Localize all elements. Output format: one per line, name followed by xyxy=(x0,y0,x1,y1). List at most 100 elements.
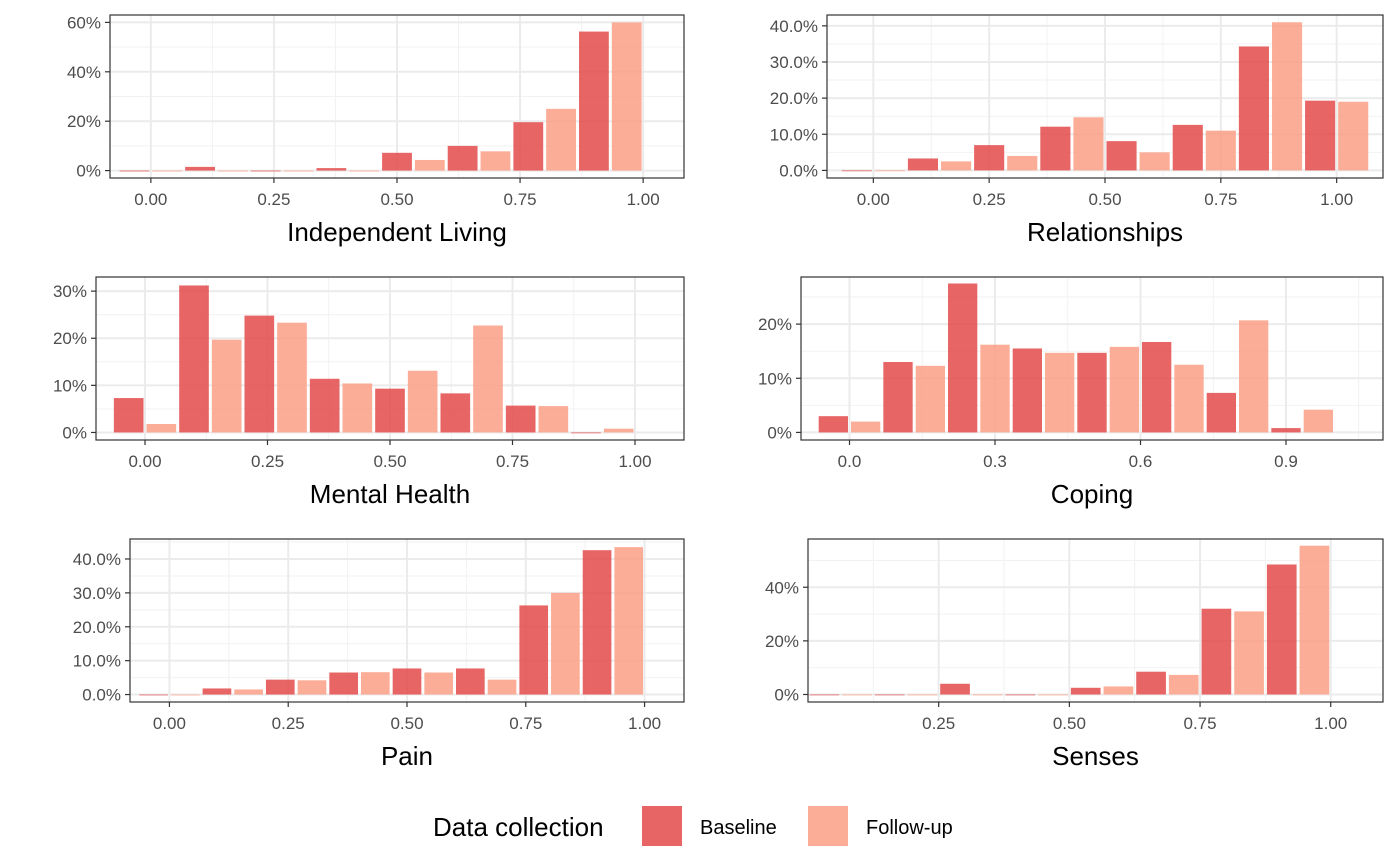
y-tick-label: 0% xyxy=(76,162,101,181)
x-tick-label: 0.75 xyxy=(1204,190,1237,209)
bar-baseline-7 xyxy=(571,432,601,434)
y-tick-label: 40.0% xyxy=(770,17,818,36)
bar-follow-up-3 xyxy=(1038,694,1068,696)
bar-baseline-2 xyxy=(244,315,275,433)
x-tick-label: 0.75 xyxy=(504,190,537,209)
x-tick-label: 0.00 xyxy=(153,714,186,733)
legend-swatch-baseline xyxy=(642,806,682,846)
x-tick-label: 0.50 xyxy=(373,452,406,471)
panel-border xyxy=(807,538,1384,703)
bar-follow-up-3 xyxy=(1044,352,1075,433)
x-tick-label: 0.75 xyxy=(1183,714,1216,733)
y-tick-label: 30% xyxy=(53,282,87,301)
legend-label-follow-up: Follow-up xyxy=(866,817,953,839)
bar-follow-up-6 xyxy=(546,108,576,171)
x-tick-label: 0.25 xyxy=(922,714,955,733)
y-tick-label: 60% xyxy=(67,13,101,32)
x-tick-label: 0.25 xyxy=(257,190,290,209)
y-tick-label: 0% xyxy=(62,423,87,442)
bar-follow-up-2 xyxy=(972,694,1003,696)
bar-baseline-6 xyxy=(519,605,549,695)
bar-follow-up-7 xyxy=(1299,545,1330,695)
bar-follow-up-7 xyxy=(1303,409,1334,433)
bar-follow-up-4 xyxy=(414,159,445,171)
panel-mental-health: 0% 10% 20% 30% 0.00 0.25 0.50 0.75 1.00 Mental He… xyxy=(53,276,685,509)
bar-follow-up-5 xyxy=(1168,674,1199,695)
bar-baseline-1 xyxy=(185,166,215,171)
y-tick-label: 0% xyxy=(774,685,799,704)
bar-baseline-4 xyxy=(1077,352,1107,433)
bar-baseline-3 xyxy=(1005,694,1036,696)
bar-baseline-6 xyxy=(1206,392,1237,433)
x-axis-title: Coping xyxy=(1051,479,1133,509)
bar-baseline-2 xyxy=(947,283,978,433)
x-tick-label: 1.00 xyxy=(627,190,660,209)
chart-panels: 0% 20% 40% 60% 0.00 0.25 0.50 0.75 1.00 Independe… xyxy=(53,13,1384,771)
bar-baseline-7 xyxy=(1305,100,1336,171)
y-tick-label: 20.0% xyxy=(73,618,121,637)
y-tick-label: 10.0% xyxy=(73,652,121,671)
bar-follow-up-2 xyxy=(980,344,1010,433)
bar-baseline-0 xyxy=(119,170,150,172)
y-tick-label: 10% xyxy=(53,376,87,395)
bar-baseline-7 xyxy=(1271,428,1301,433)
bar-follow-up-0 xyxy=(850,421,881,433)
panel-coping: 0% 10% 20% 0.0 0.3 0.6 0.9 Coping xyxy=(758,276,1384,509)
bar-baseline-1 xyxy=(907,158,939,171)
y-tick-label: 20% xyxy=(758,315,792,334)
bar-follow-up-1 xyxy=(234,689,263,695)
x-tick-label: 0.25 xyxy=(973,190,1006,209)
y-tick-label: 40% xyxy=(67,63,101,82)
bar-follow-up-4 xyxy=(424,672,454,695)
bar-baseline-7 xyxy=(1266,564,1297,695)
x-tick-label: 0.00 xyxy=(134,190,167,209)
x-axis-title: Pain xyxy=(381,741,433,771)
bar-baseline-0 xyxy=(841,170,872,172)
y-tick-label: 40% xyxy=(765,578,799,597)
x-tick-label: 0.50 xyxy=(380,190,413,209)
bar-baseline-6 xyxy=(1238,46,1269,171)
bar-follow-up-5 xyxy=(473,325,503,433)
bar-baseline-1 xyxy=(883,362,913,433)
bar-baseline-2 xyxy=(940,683,970,695)
bar-baseline-4 xyxy=(382,152,412,171)
x-tick-label: 1.00 xyxy=(1314,714,1347,733)
bar-baseline-1 xyxy=(874,694,905,696)
panel-senses: 0% 20% 40% 0.25 0.50 0.75 1.00 Senses xyxy=(765,538,1384,771)
bar-follow-up-2 xyxy=(277,322,307,433)
legend-title: Data collection xyxy=(433,812,604,842)
x-tick-label: 0.50 xyxy=(1088,190,1121,209)
bar-baseline-0 xyxy=(818,416,849,433)
bar-follow-up-1 xyxy=(915,365,946,433)
legend-swatch-follow-up xyxy=(808,806,848,846)
bar-baseline-1 xyxy=(202,688,232,695)
bar-follow-up-7 xyxy=(1338,101,1369,171)
x-tick-label: 0.00 xyxy=(128,452,161,471)
x-tick-label: 0.25 xyxy=(272,714,305,733)
legend-label-baseline: Baseline xyxy=(700,817,777,839)
bar-follow-up-4 xyxy=(1139,152,1170,171)
bar-baseline-7 xyxy=(579,31,609,171)
bar-follow-up-4 xyxy=(407,370,438,433)
y-tick-label: 0% xyxy=(767,423,792,442)
bar-follow-up-6 xyxy=(1271,22,1303,171)
y-tick-label: 40.0% xyxy=(73,550,121,569)
bar-follow-up-6 xyxy=(1238,320,1269,433)
bar-follow-up-4 xyxy=(1109,346,1140,433)
bar-baseline-6 xyxy=(1201,608,1232,695)
bar-baseline-2 xyxy=(265,679,295,695)
bar-baseline-3 xyxy=(309,378,340,433)
y-tick-label: 10.0% xyxy=(770,125,818,144)
bar-baseline-6 xyxy=(505,405,536,433)
x-axis-title: Independent Living xyxy=(287,217,507,247)
bar-baseline-0 xyxy=(139,694,168,696)
bar-baseline-5 xyxy=(1136,671,1166,695)
bar-baseline-5 xyxy=(447,145,478,171)
bar-follow-up-6 xyxy=(551,592,580,695)
x-tick-label: 1.00 xyxy=(618,452,651,471)
y-tick-label: 20% xyxy=(765,632,799,651)
y-tick-label: 30.0% xyxy=(770,53,818,72)
bar-follow-up-5 xyxy=(1205,130,1236,171)
x-tick-label: 0.6 xyxy=(1129,452,1153,471)
